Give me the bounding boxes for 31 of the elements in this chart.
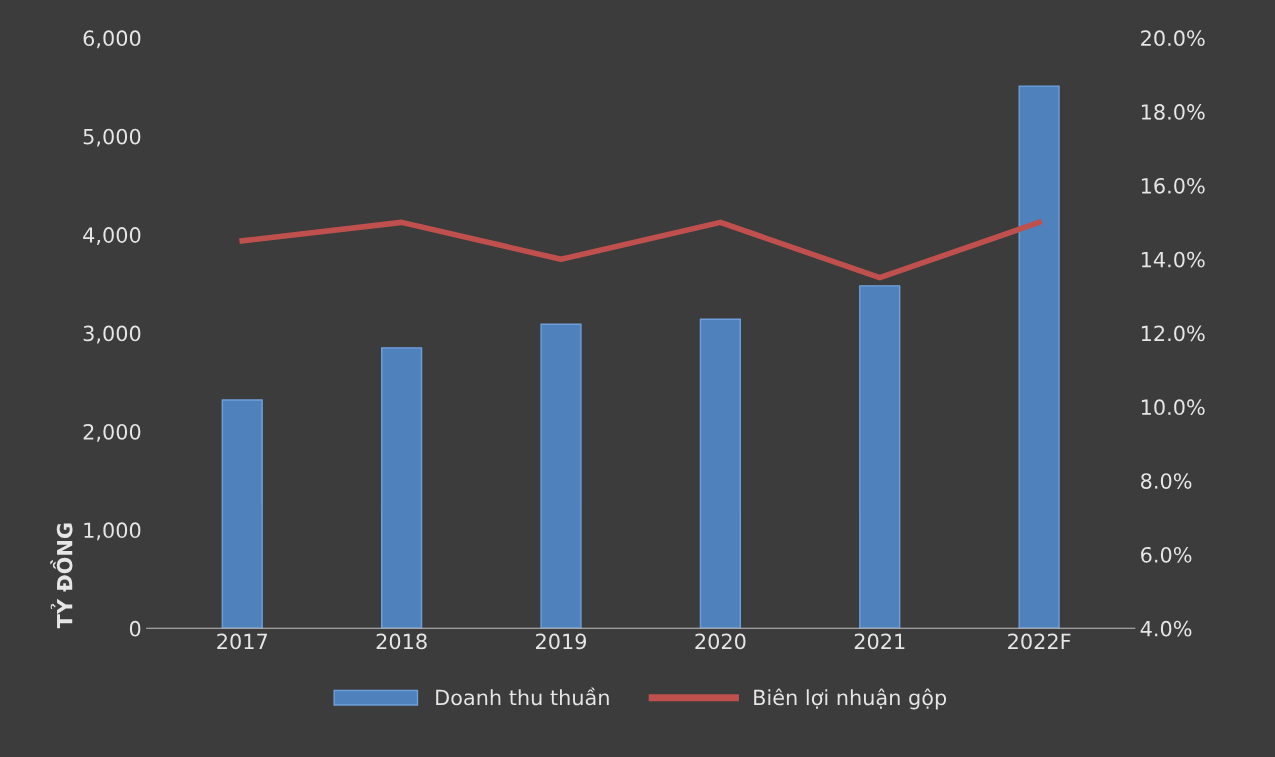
y-tick-label: 5,000 [83,128,141,147]
y-tick-label: 1,000 [84,522,141,541]
y-tick-label: 4,000 [83,227,141,246]
y2-tick-label: 20.0% [1141,30,1205,47]
y2-tick-label: 12.0% [1141,325,1205,342]
y2-tick-label: 18.0% [1141,104,1205,120]
y2-tick-label: 16.0% [1141,177,1205,194]
x-tick-label: 2018 [376,633,427,650]
y2-tick-label: 10.0% [1141,399,1205,416]
bar [381,347,423,629]
bar [1018,85,1060,629]
legend-label: Biên lợi nhuận gộp [754,688,947,710]
bar [859,285,901,629]
bar [699,318,741,629]
x-tick-label: 2017 [217,633,267,650]
y-axis-title: TỶ ĐỒNG [50,523,73,629]
y-tick-label: 6,000 [83,30,141,49]
bar [221,399,263,629]
x-tick-label: 2021 [854,633,905,650]
y-tick-label: 2,000 [83,423,141,442]
x-tick-label: 2020 [695,633,746,650]
x-tick-label: 2019 [536,633,587,650]
y-tick-label: 0 [129,620,141,637]
bar [540,323,582,629]
y2-tick-label: 4.0% [1140,620,1192,637]
y2-tick-label: 14.0% [1141,251,1205,268]
legend-label: Doanh thu thuần [436,687,609,706]
y2-tick-label: 6.0% [1141,546,1192,563]
y-tick-label: 3,000 [83,325,141,344]
x-tick-label: 2022F [1008,633,1071,650]
y2-tick-label: 8.0% [1141,473,1192,489]
